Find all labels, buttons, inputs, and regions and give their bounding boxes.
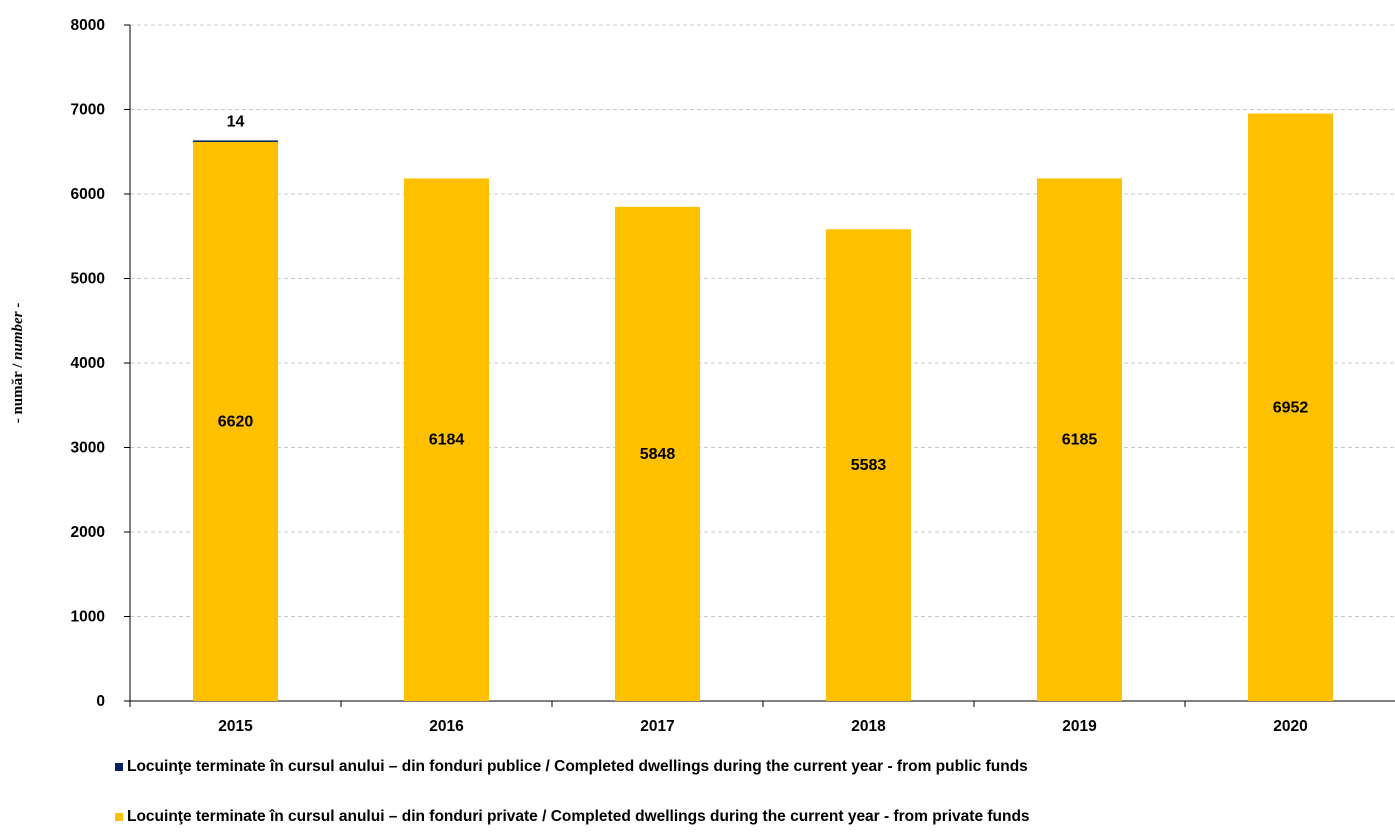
data-label-public-2015: 14 bbox=[227, 113, 245, 130]
x-tick-label-2015: 2015 bbox=[218, 718, 253, 735]
data-label-private-2020: 6952 bbox=[1273, 399, 1309, 416]
bar-private-2019 bbox=[1037, 178, 1122, 701]
bar-private-2020 bbox=[1248, 113, 1333, 701]
bar-public-2015 bbox=[193, 140, 278, 142]
y-axis-title: - număr / number - bbox=[10, 303, 26, 424]
legend-label-private: Locuinţe terminate în cursul anului – di… bbox=[127, 808, 1030, 825]
x-tick-label-2016: 2016 bbox=[429, 718, 464, 735]
legend-swatch-private bbox=[115, 813, 123, 821]
bar-private-2016 bbox=[404, 178, 489, 701]
bar-private-2015 bbox=[193, 141, 278, 702]
bar-private-2018 bbox=[826, 229, 911, 701]
data-label-private-2016: 6184 bbox=[429, 432, 465, 449]
x-tick-label-2019: 2019 bbox=[1062, 718, 1097, 735]
data-label-private-2019: 6185 bbox=[1062, 432, 1098, 449]
y-tick-label: 7000 bbox=[71, 102, 105, 119]
x-tick-label-2018: 2018 bbox=[851, 718, 886, 735]
y-tick-label: 4000 bbox=[71, 355, 105, 372]
y-tick-label: 0 bbox=[96, 693, 105, 710]
y-tick-label: 3000 bbox=[71, 440, 105, 457]
x-tick-label-2020: 2020 bbox=[1273, 718, 1307, 735]
y-tick-label: 8000 bbox=[71, 17, 105, 34]
data-label-private-2015: 6620 bbox=[218, 413, 254, 430]
legend-swatch-public bbox=[115, 763, 123, 771]
legend-label-public: Locuinţe terminate în cursul anului – di… bbox=[127, 758, 1028, 775]
y-tick-label: 2000 bbox=[71, 524, 105, 541]
bar-chart: 0 1000 2000 3000 4000 5000 6000 7000 8000 - număr… bbox=[10, 17, 1395, 735]
data-label-private-2018: 5583 bbox=[851, 457, 887, 474]
x-tick-label-2017: 2017 bbox=[640, 718, 674, 735]
legend-item-private: Locuinţe terminate în cursul anului – di… bbox=[115, 808, 1385, 826]
bar-private-2017 bbox=[615, 206, 700, 701]
y-tick-label: 6000 bbox=[71, 186, 105, 203]
y-tick-label: 1000 bbox=[71, 609, 105, 626]
legend-item-public: Locuinţe terminate în cursul anului – di… bbox=[115, 758, 1385, 776]
y-tick-label: 5000 bbox=[71, 271, 105, 288]
data-label-private-2017: 5848 bbox=[640, 446, 676, 463]
